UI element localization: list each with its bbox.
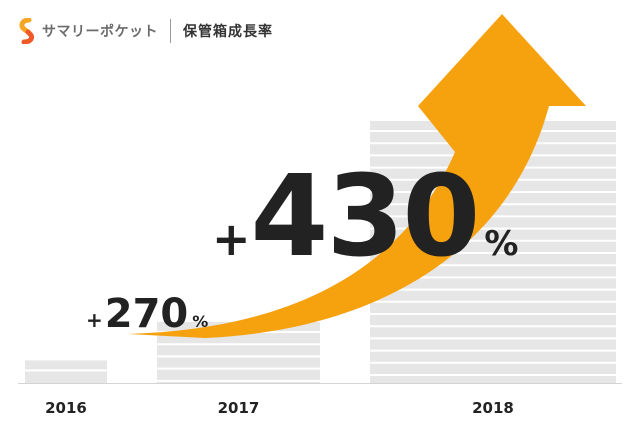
growth-value: 430 [251,152,479,282]
growth-sign: + [86,308,103,332]
x-tick-label: 2016 [45,399,87,417]
brand-logo-icon [19,18,35,44]
growth-unit: % [484,224,517,264]
growth-value: 270 [105,291,189,337]
bar-2016 [25,360,107,383]
chart-title: 保管箱成長率 [183,24,273,40]
x-tick-label: 2018 [472,399,514,417]
growth-unit: % [192,312,208,331]
x-tick-label: 2017 [218,399,260,417]
growth-label-2018: +430% [212,152,517,282]
header-divider [170,19,171,43]
growth-arrow [128,14,586,338]
growth-sign: + [212,212,249,266]
growth-label-2017: +270% [86,291,208,337]
brand-name: サマリーポケット [42,24,158,40]
header: サマリーポケット 保管箱成長率 [16,18,273,44]
